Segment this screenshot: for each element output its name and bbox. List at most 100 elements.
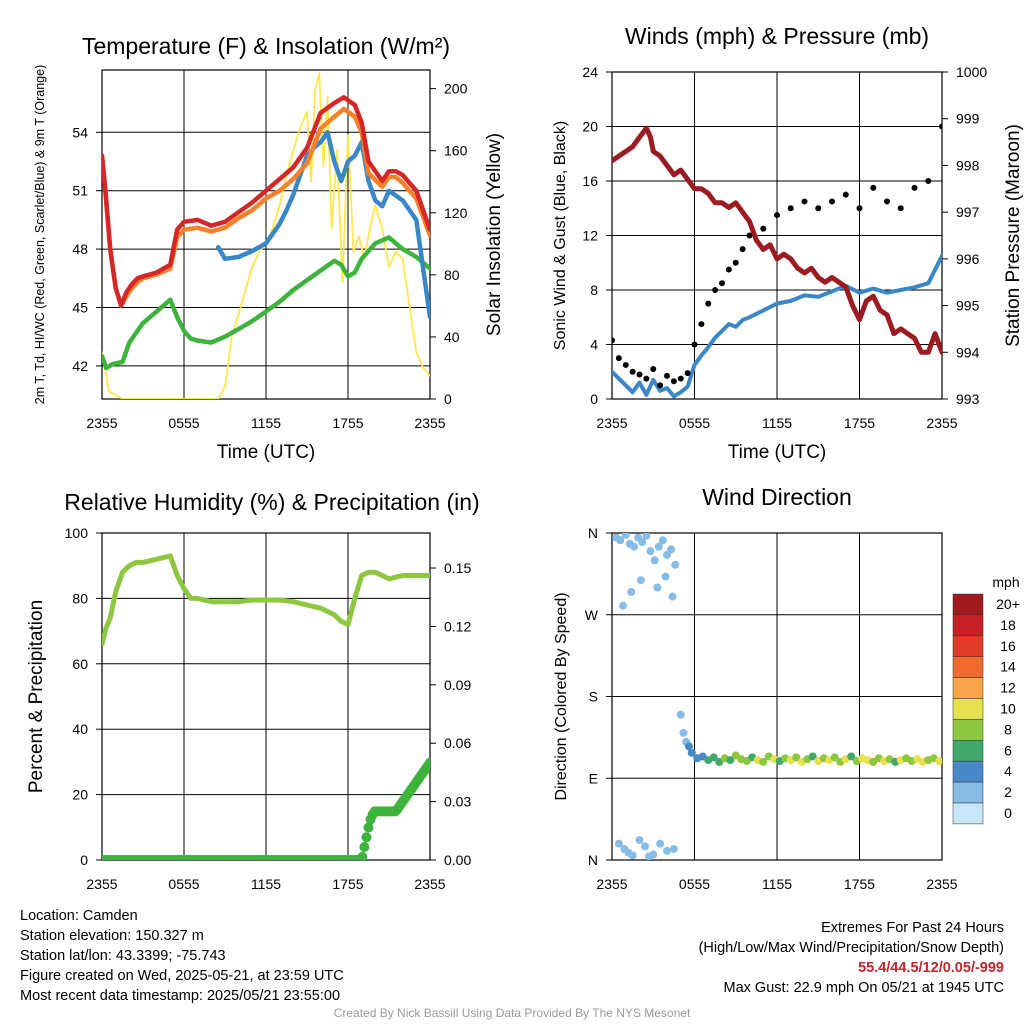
direction-point: [676, 710, 685, 719]
y2-tick-label: 80: [444, 267, 460, 283]
y2-tick-label: 993: [956, 391, 980, 407]
direction-point: [792, 753, 801, 762]
x-tick-label: 0555: [168, 876, 199, 892]
extremes-subtitle: (High/Low/Max Wind/Precipitation/Snow De…: [698, 940, 1004, 956]
y2-tick-label: 999: [956, 111, 980, 127]
legend-label: 6: [1004, 742, 1012, 758]
station-info: Location: Camden Station elevation: 150.…: [20, 906, 344, 1006]
gust-point: [629, 368, 636, 375]
direction-point: [653, 583, 662, 592]
direction-point: [685, 742, 693, 751]
y-axis-label: Sonic Wind & Gust (Blue, Black): [552, 121, 569, 350]
legend-swatch: [952, 740, 984, 762]
direction-point: [671, 560, 680, 569]
direction-point: [661, 572, 670, 581]
timestamp-text: Most recent data timestamp: 2025/05/21 2…: [20, 988, 341, 1004]
max-gust-text: Max Gust: 22.9 mph On 05/21 at 1945 UTC: [723, 980, 1004, 996]
legend-title: mph: [992, 574, 1019, 590]
chart-title-winds: Winds (mph) & Pressure (mb): [625, 23, 929, 49]
y-tick-label: 20: [72, 787, 88, 803]
y-tick-label: N: [588, 525, 598, 541]
gust-point: [884, 198, 890, 205]
precip-point: [425, 757, 430, 768]
y-tick-label: 0: [80, 852, 88, 868]
gust-point: [842, 191, 849, 198]
gust-point: [774, 212, 780, 219]
y2-axis-label: Station Pressure (Maroon): [1003, 124, 1024, 347]
series-line-solar: [102, 72, 430, 399]
x-tick-label: 0555: [679, 876, 710, 892]
gust-point: [739, 246, 746, 253]
direction-point: [614, 839, 623, 848]
legend-swatch: [952, 677, 984, 699]
gust-point: [939, 123, 942, 130]
elevation-text: Station elevation: 150.327 m: [20, 928, 204, 944]
y-axis-label: 2m T, Td, HI/WC (Red, Green, Scarlet/Blu…: [33, 65, 47, 404]
y-tick-label: 16: [582, 173, 598, 189]
y2-tick-label: 0.03: [444, 794, 471, 810]
gust-point: [719, 280, 725, 287]
y-tick-label: 80: [72, 590, 88, 606]
direction-point: [628, 851, 637, 860]
legend-swatch: [952, 802, 984, 825]
y2-tick-label: 160: [444, 143, 468, 159]
legend-swatch: [952, 635, 984, 657]
gust-point: [870, 184, 877, 191]
legend-label: 10: [1000, 701, 1016, 717]
x-tick-label: 1155: [762, 415, 792, 431]
direction-point: [658, 536, 667, 545]
x-axis-label: Time (UTC): [728, 442, 827, 463]
gust-point: [911, 184, 918, 191]
gust-point: [622, 361, 629, 368]
direction-point: [679, 728, 688, 737]
x-tick-label: 1755: [844, 415, 875, 431]
extremes-info: Extremes For Past 24 Hours (High/Low/Max…: [699, 918, 1004, 998]
y2-tick-label: 998: [956, 157, 980, 173]
x-tick-label: 0555: [168, 415, 199, 431]
legend-label: 16: [1000, 638, 1016, 654]
gust-point: [829, 198, 835, 205]
y2-tick-label: 996: [956, 251, 980, 267]
legend-swatch: [952, 656, 984, 678]
y-tick-label: 51: [72, 183, 88, 199]
direction-point: [847, 752, 856, 761]
y2-tick-label: 40: [444, 329, 460, 345]
y2-tick-label: 997: [956, 204, 980, 220]
direction-point: [646, 547, 655, 556]
precip-point: [357, 851, 368, 860]
y-tick-label: 20: [582, 119, 598, 135]
direction-point: [642, 533, 651, 540]
location-text: Location: Camden: [20, 908, 138, 924]
y-tick-label: 48: [72, 241, 88, 257]
y2-tick-label: 0.12: [444, 618, 471, 634]
chart-title-wind-direction: Wind Direction: [702, 484, 852, 510]
legend-label: 2: [1004, 784, 1012, 800]
gust-point: [732, 259, 739, 266]
gust-point: [612, 337, 615, 344]
y-tick-label: 100: [65, 525, 89, 541]
gust-point: [677, 375, 684, 382]
x-axis-label: Time (UTC): [217, 442, 316, 463]
gust-point: [712, 287, 719, 293]
x-tick-label: 2355: [926, 415, 957, 431]
gust-point: [787, 205, 794, 212]
y-tick-label: 0: [590, 391, 598, 407]
direction-point: [759, 757, 768, 766]
legend-swatch: [952, 760, 984, 783]
extremes-values: 55.4/44.5/12/0.05/-999: [858, 960, 1004, 976]
direction-point: [808, 752, 817, 761]
legend-label: 4: [1004, 763, 1012, 779]
y2-tick-label: 0: [444, 391, 452, 407]
y-tick-label: 24: [582, 64, 598, 80]
gust-point: [725, 266, 732, 273]
legend-label: 20+: [996, 596, 1020, 612]
legend-swatch: [952, 719, 984, 741]
direction-point: [654, 542, 663, 551]
y-tick-label: W: [585, 607, 599, 623]
y-tick-label: 40: [72, 721, 88, 737]
created-text: Figure created on Wed, 2025-05-21, at 23…: [20, 968, 344, 984]
y2-axis-label: Solar Insolation (Yellow): [484, 133, 505, 336]
series-line-hi/wc: [215, 130, 430, 320]
gust-point: [650, 366, 657, 373]
direction-point: [669, 845, 678, 854]
